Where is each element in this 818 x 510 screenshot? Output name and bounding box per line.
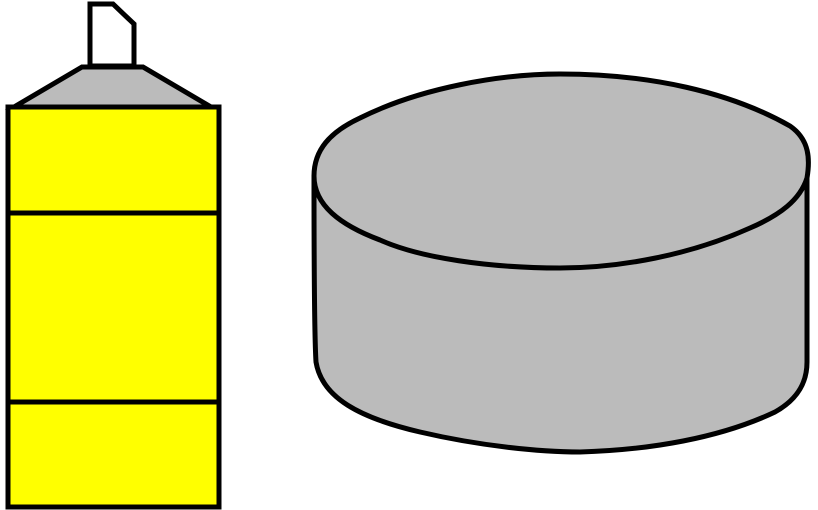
spray-can bbox=[4, 1, 222, 510]
spray-can-shoulder bbox=[4, 64, 221, 110]
puck-disc bbox=[311, 71, 811, 455]
puck-disc-top-face bbox=[311, 71, 811, 271]
spray-can-nozzle bbox=[87, 1, 137, 69]
spray-can-body bbox=[5, 104, 222, 510]
